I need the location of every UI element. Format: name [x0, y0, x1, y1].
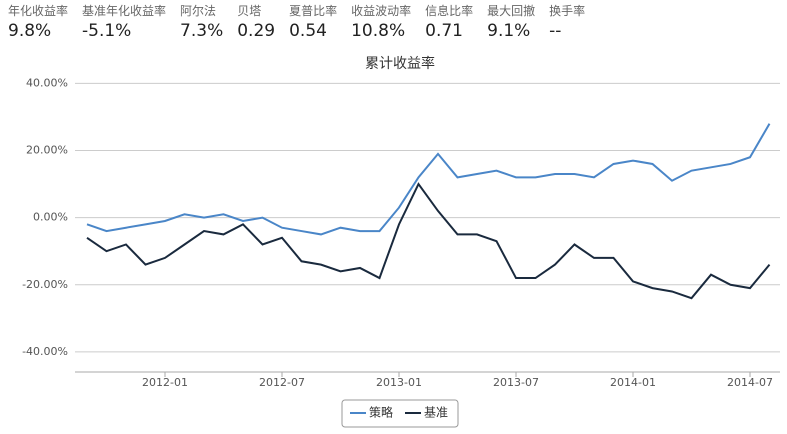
legend: 策略 基准	[341, 399, 459, 428]
y-tick-label: -40.00%	[22, 345, 68, 358]
stat-value: 0.71	[425, 21, 463, 41]
x-tick-label: 2012-07	[259, 376, 305, 389]
x-tick-label: 2014-07	[727, 376, 773, 389]
x-tick-label: 2012-01	[142, 376, 188, 389]
stat-value: 9.1%	[487, 21, 531, 41]
y-tick-label: -20.00%	[22, 278, 68, 291]
legend-label: 策略	[369, 405, 393, 420]
stat-label: 基准年化收益率	[82, 4, 167, 18]
stat-value: 9.8%	[8, 21, 52, 41]
legend-item[interactable]: 基准	[405, 406, 448, 420]
legend-label: 基准	[424, 406, 448, 420]
stat: 年化收益率 9.8%	[8, 2, 68, 41]
y-tick-label: 40.00%	[26, 76, 68, 89]
x-tick-label: 2014-01	[610, 376, 656, 389]
stat-label: 夏普比率	[289, 4, 338, 18]
y-tick-label: 0.00%	[33, 211, 68, 224]
stat: 最大回撤 9.1%	[487, 2, 535, 41]
series-line	[86, 182, 771, 300]
stat: 贝塔 0.29	[237, 2, 275, 41]
stat-value: --	[549, 21, 562, 41]
stat-label: 换手率	[549, 4, 586, 18]
x-tick-label: 2013-01	[376, 376, 422, 389]
stat-value: 0.29	[237, 21, 276, 41]
stat-label: 最大回撤	[487, 4, 536, 18]
stat: 基准年化收益率 -5.1%	[82, 2, 166, 41]
stat-value: 7.3%	[180, 21, 224, 41]
chart-title: 累计收益率	[365, 55, 435, 72]
x-tick-label: 2013-07	[493, 376, 539, 389]
y-tick-label: 20.00%	[26, 144, 68, 157]
stat: 换手率 --	[549, 2, 585, 41]
stat: 收益波动率 10.8%	[351, 2, 411, 41]
stat-label: 收益波动率	[351, 4, 412, 18]
stat-value: 0.54	[289, 21, 327, 41]
stat: 夏普比率 0.54	[289, 2, 337, 41]
stat-label: 贝塔	[237, 4, 262, 18]
legend-box	[341, 399, 459, 428]
stat: 信息比率 0.71	[425, 2, 473, 41]
stat-value: 10.8%	[351, 21, 406, 41]
stats-bar: 年化收益率 9.8% 基准年化收益率 -5.1% 阿尔法 7.3% 贝塔 0.29 夏普比率 0.…	[8, 2, 585, 41]
stat-label: 信息比率	[425, 4, 474, 18]
legend-item[interactable]: 策略	[350, 405, 393, 420]
stat: 阿尔法 7.3%	[180, 2, 223, 41]
stat-label: 阿尔法	[180, 4, 217, 18]
stat-label: 年化收益率	[8, 4, 69, 18]
stat-value: -5.1%	[82, 21, 132, 41]
series-line	[86, 123, 771, 236]
